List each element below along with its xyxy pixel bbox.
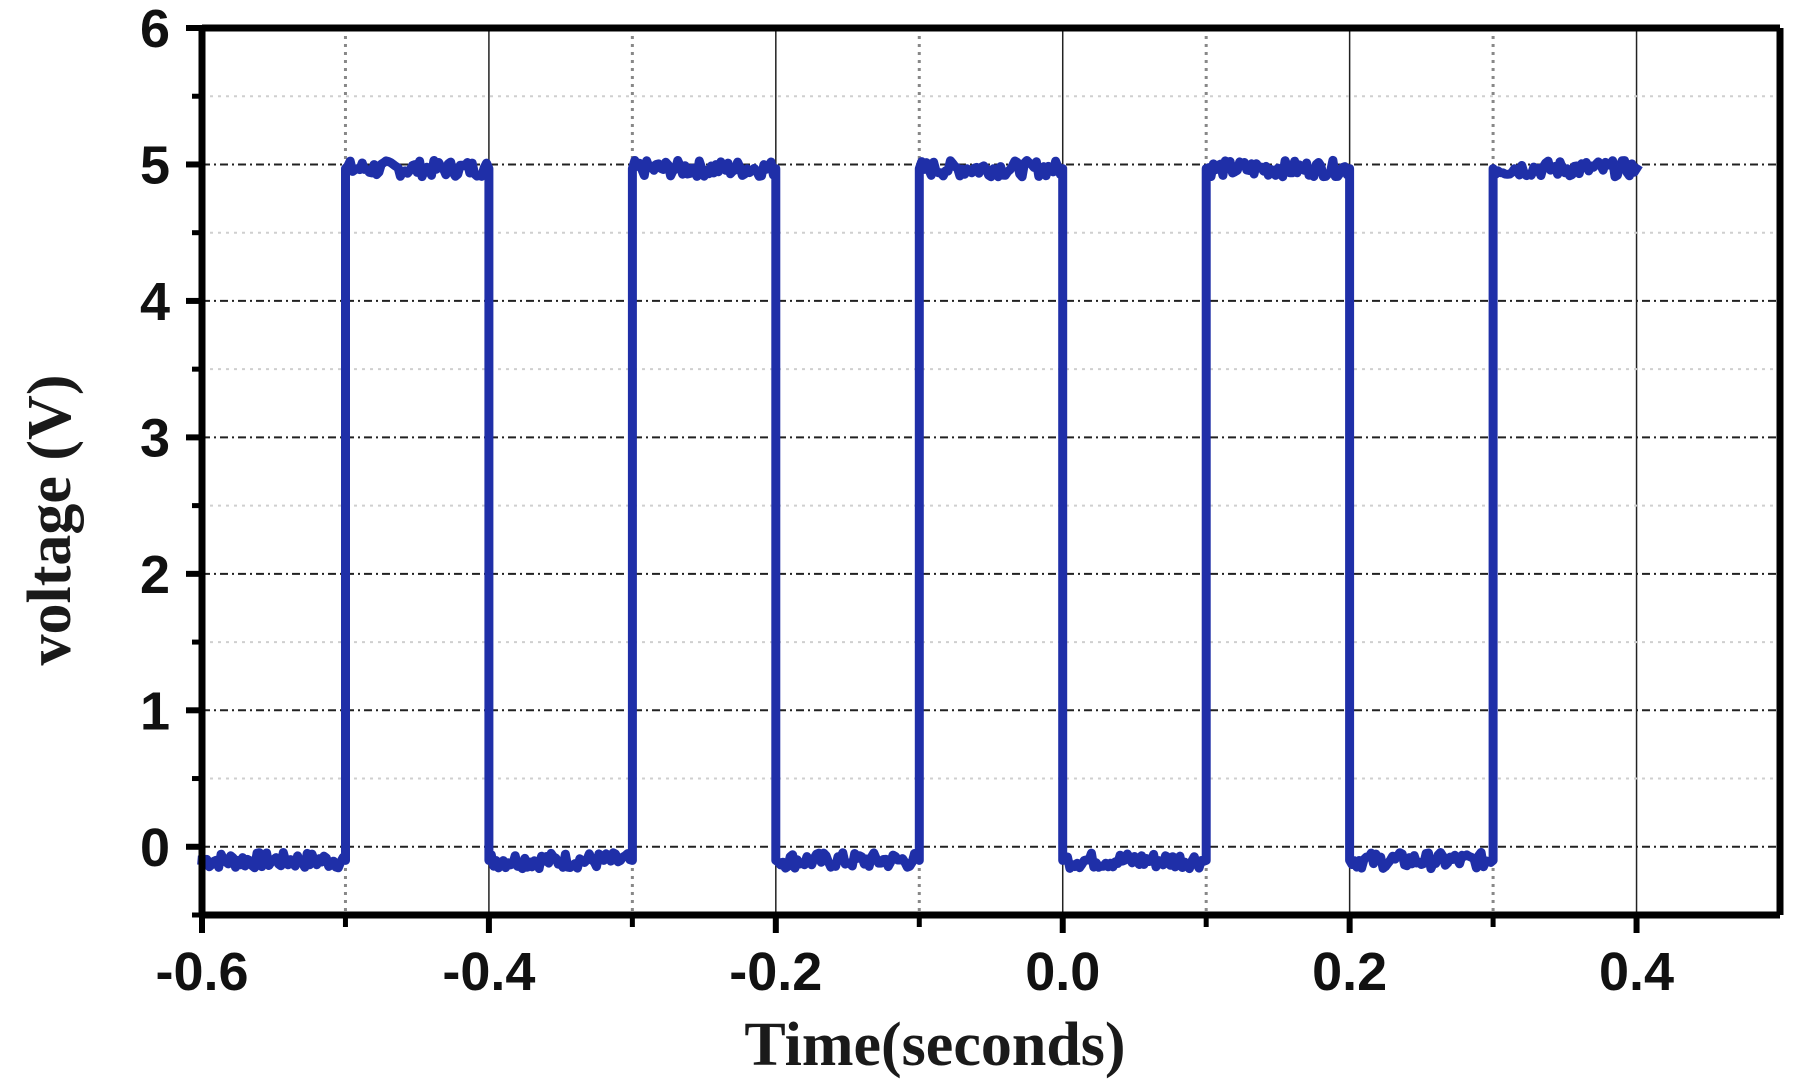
labels-layer: 0 1 2 3 4 5 6 -0.6 -0.4 -0.2 0.0 0.2 0.4: [140, 0, 1674, 1002]
voltage-series-line: [197, 155, 1643, 874]
series-layer: [197, 155, 1643, 874]
y-axis-title: voltage (V): [16, 375, 84, 666]
grid-layer: [202, 28, 1780, 915]
axes-layer: [186, 24, 1784, 933]
y-tick-label: 1: [140, 681, 170, 741]
x-axis-title: Time(seconds): [744, 1011, 1125, 1079]
y-tick-label: 5: [140, 135, 170, 195]
y-tick-label: 2: [140, 545, 170, 605]
y-tick-label: 4: [140, 272, 170, 332]
x-tick-label: 0.0: [1025, 942, 1100, 1002]
x-tick-label: -0.4: [442, 942, 535, 1002]
y-tick-label: 0: [140, 818, 170, 878]
x-tick-label: 0.4: [1599, 942, 1674, 1002]
y-tick-label: 6: [140, 0, 170, 59]
x-tick-label: 0.2: [1312, 942, 1387, 1002]
y-tick-label: 3: [140, 408, 170, 468]
x-tick-label: -0.6: [155, 942, 248, 1002]
x-tick-label: -0.2: [729, 942, 822, 1002]
